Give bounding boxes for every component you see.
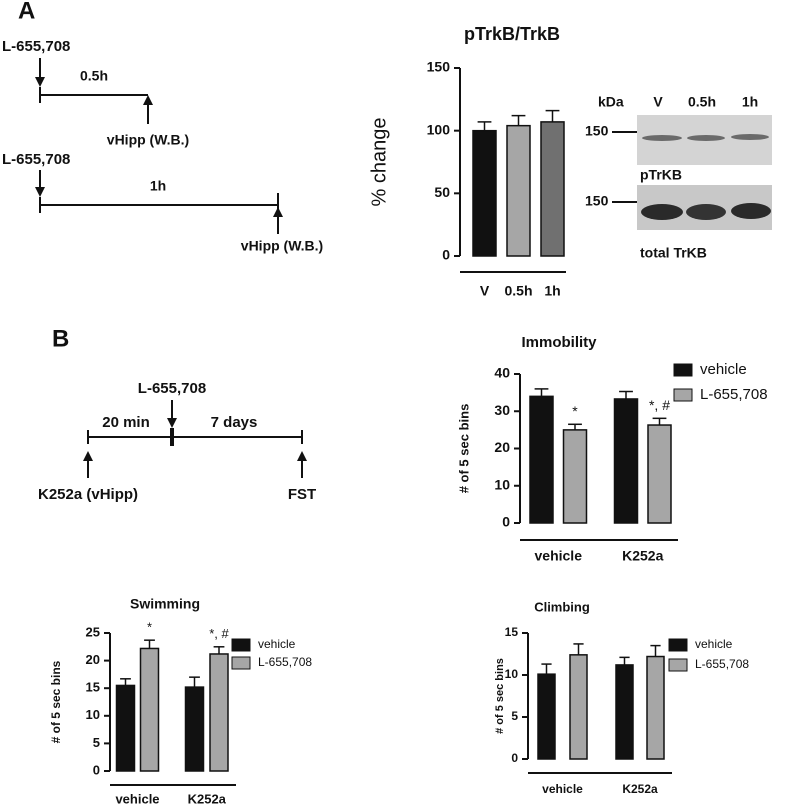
legend-label: vehicle [258, 637, 296, 651]
bar [209, 653, 229, 772]
endpoint-label: vHipp (W.B.) [241, 238, 323, 254]
band [731, 134, 769, 140]
x-tick-label: vehicle [115, 791, 159, 806]
legend-label: L-655,708 [700, 386, 768, 403]
band [686, 204, 726, 220]
y-axis-label: # of 5 sec bins [456, 404, 471, 494]
legend-label: L-655,708 [695, 657, 749, 671]
drug-label: L-655,708 [2, 38, 70, 55]
bar [139, 647, 160, 772]
x-tick-label: vehicle [535, 548, 583, 564]
chart-title: Swimming [130, 596, 200, 612]
y-tick-label: 0 [93, 762, 100, 777]
band [641, 204, 683, 220]
bar [562, 429, 588, 524]
x-tick-label: vehicle [542, 782, 583, 796]
y-tick-label: 15 [505, 625, 519, 639]
chart-title: Climbing [534, 599, 590, 614]
x-tick-label: 1h [544, 283, 560, 299]
y-tick-label: 5 [511, 709, 518, 723]
western-blot: kDa V 0.5h 1h 150 pTrKB 150 total TrKB [585, 94, 772, 261]
time-label: 1h [150, 178, 166, 194]
drug-label: L-655,708 [138, 380, 206, 397]
y-tick-label: 100 [427, 121, 451, 137]
y-tick-label: 20 [86, 652, 100, 667]
interval-label: 20 min [102, 414, 150, 431]
bar [647, 424, 672, 524]
bar [115, 684, 136, 772]
bar [615, 664, 634, 760]
x-tick-label: K252a [622, 548, 663, 564]
drug-label: L-655,708 [2, 151, 70, 168]
lane-label: 1h [742, 94, 758, 110]
bar [472, 129, 497, 257]
chart-title: Immobility [521, 334, 597, 351]
y-tick-label: 40 [494, 365, 510, 381]
end-label: FST [288, 486, 316, 503]
y-tick-label: 10 [494, 476, 510, 492]
legend-swatch [673, 363, 693, 377]
bar [646, 655, 665, 760]
y-tick-label: 10 [505, 667, 519, 681]
blot-label: pTrKB [640, 167, 682, 183]
significance-marker: *, # [649, 397, 670, 413]
lane-label: V [653, 94, 663, 110]
legend-swatch [673, 388, 693, 402]
y-axis-label: # of 5 sec bins [49, 660, 63, 743]
legend-swatch [668, 638, 688, 652]
significance-marker: * [572, 403, 578, 419]
x-tick-label: V [480, 283, 490, 299]
bar [613, 398, 639, 524]
marker-label: 150 [585, 193, 609, 209]
interval-label: 7 days [211, 414, 258, 431]
time-label: 0.5h [80, 68, 108, 84]
band [687, 135, 725, 141]
bar [540, 121, 565, 257]
y-tick-label: 0 [511, 751, 518, 765]
panel-label: A [18, 0, 35, 24]
y-tick-label: 30 [494, 402, 510, 418]
significance-marker: * [147, 620, 152, 635]
band [642, 135, 682, 141]
lane-label: 0.5h [688, 94, 716, 110]
bar [569, 654, 588, 760]
y-tick-label: 25 [86, 624, 100, 639]
y-tick-label: 20 [494, 439, 510, 455]
legend-swatch [668, 658, 688, 672]
y-tick-label: 15 [86, 680, 100, 695]
bar [537, 673, 556, 760]
y-tick-label: 0 [502, 514, 510, 530]
y-tick-label: 150 [427, 59, 451, 75]
y-tick-label: 10 [86, 707, 100, 722]
timeline-b: L-655,708 20 min 7 days K252a (vHipp) FS… [38, 380, 316, 503]
x-tick-label: K252a [622, 782, 658, 796]
y-axis-label: % change [368, 118, 390, 207]
legend-swatch [231, 638, 251, 652]
marker-label: 150 [585, 123, 609, 139]
bar [529, 395, 554, 524]
y-tick-label: 5 [93, 735, 100, 750]
y-tick-label: 50 [434, 184, 450, 200]
endpoint-label: vHipp (W.B.) [107, 132, 189, 148]
significance-marker: *, # [209, 626, 229, 641]
band [731, 203, 771, 219]
kda-label: kDa [598, 94, 624, 110]
legend-label: vehicle [700, 361, 747, 378]
start-label: K252a (vHipp) [38, 486, 138, 503]
legend-label: vehicle [695, 637, 733, 651]
chart-title: pTrkB/TrkB [464, 24, 560, 44]
blot-label: total TrKB [640, 245, 707, 261]
y-axis-label: # of 5 sec bins [494, 658, 506, 734]
bar [506, 124, 531, 257]
panel-label: B [52, 325, 69, 352]
x-tick-label: 0.5h [504, 283, 532, 299]
bar [184, 686, 205, 772]
timeline-a: L-655,708 0.5h vHipp (W.B.) L-655,708 1h… [2, 38, 323, 254]
legend-swatch [231, 656, 251, 670]
y-tick-label: 0 [442, 247, 450, 263]
legend-label: L-655,708 [258, 655, 312, 669]
x-tick-label: K252a [188, 791, 227, 806]
